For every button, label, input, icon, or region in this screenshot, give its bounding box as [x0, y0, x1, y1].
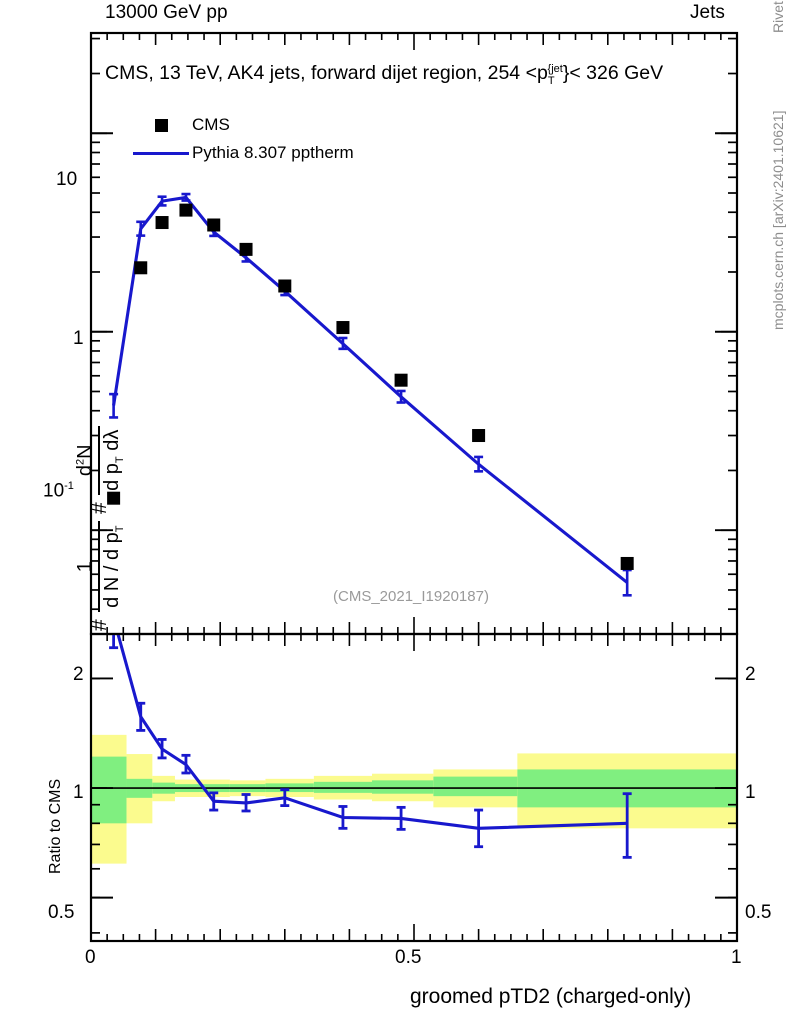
ratio-y-axis-label-text: Ratio to CMS — [47, 778, 64, 874]
cms-data-marker — [472, 429, 486, 443]
x-tick-label-0: 0 — [85, 947, 96, 968]
legend-marker-line-icon — [130, 151, 192, 155]
y-tick-label-1: 1 — [73, 328, 84, 349]
ratio-y-tick-label-2-left: 2 — [73, 664, 84, 685]
cms-data-marker — [179, 203, 193, 217]
ratio-band-inner — [91, 756, 127, 824]
title-sup: {jet — [547, 62, 563, 75]
title-prefix: CMS, 13 TeV, AK4 jets, forward dijet reg… — [105, 62, 548, 84]
analysis-watermark: (CMS_2021_I1920187) — [333, 588, 489, 605]
ratio-band-inner — [372, 780, 434, 794]
ratio-y-tick-label-1-left: 1 — [73, 782, 84, 803]
x-tick-label-1: 1 — [731, 947, 742, 968]
ratio-y-axis-label: Ratio to CMS — [30, 634, 64, 941]
legend-label-cms: CMS — [192, 115, 230, 134]
cms-data-marker — [394, 373, 408, 387]
y-tick-label-0p1: 10-1 — [43, 480, 74, 502]
cms-data-marker — [107, 491, 121, 505]
y-tick-label-0p1-mantissa: 10 — [43, 480, 65, 502]
header-right: Jets — [690, 2, 725, 23]
legend-label-pythia: Pythia 8.307 pptherm — [192, 143, 354, 162]
ratio-panel-frame — [89, 632, 739, 943]
header-left: 13000 GeV pp — [105, 2, 228, 23]
cms-data-marker — [155, 216, 169, 230]
page-title: CMS, 13 TeV, AK4 jets, forward dijet reg… — [105, 62, 663, 87]
legend-marker-square-icon — [130, 118, 192, 132]
cms-data-marker — [207, 218, 221, 232]
ratio-y-tick-label-0p5-right: 0.5 — [745, 902, 772, 923]
legend-item-pythia[interactable]: Pythia 8.307 pptherm — [130, 138, 354, 168]
cms-data-marker — [620, 556, 634, 570]
title-suffix: }< 326 GeV — [562, 62, 664, 84]
y-tick-label-10: 10 — [56, 169, 78, 190]
legend-item-cms[interactable]: CMS — [130, 112, 354, 138]
y-tick-label-0p1-exp: -1 — [64, 480, 74, 492]
cms-data-marker — [278, 279, 292, 293]
ratio-y-tick-label-0p5-left: 0.5 — [48, 902, 75, 923]
ratio-y-tick-label-2-right: 2 — [745, 664, 756, 685]
title-sub: T — [547, 74, 555, 87]
legend: CMS Pythia 8.307 pptherm — [130, 112, 354, 168]
mc-line-main — [112, 195, 629, 584]
cms-data-marker — [134, 261, 148, 275]
ratio-band-inner — [433, 776, 518, 797]
cms-data-marker — [336, 321, 350, 335]
x-tick-label-0p5: 0.5 — [395, 947, 422, 968]
x-axis-label: groomed pTD2 (charged-only) — [410, 985, 692, 1008]
ratio-y-tick-label-1-right: 1 — [745, 782, 756, 803]
cms-data-marker — [239, 242, 253, 256]
